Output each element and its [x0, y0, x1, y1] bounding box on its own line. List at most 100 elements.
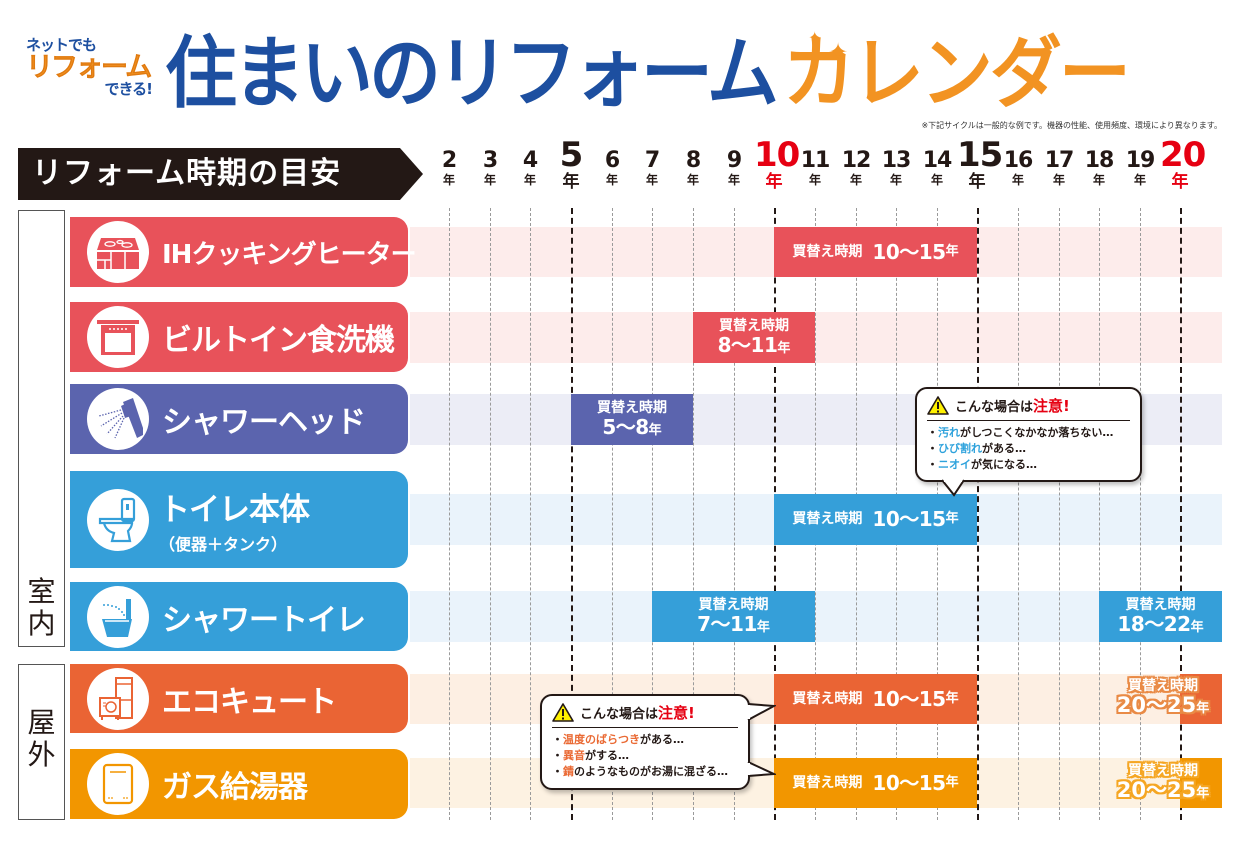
year-tick-14: 14 年	[922, 148, 953, 187]
callout-line: ・錆のようなものがお湯に混ざる…	[552, 764, 728, 778]
callout-header: こんな場合は 注意!	[927, 395, 1130, 421]
year-tick-13: 13 年	[881, 148, 912, 187]
bar-value: 5〜8年	[602, 416, 661, 439]
item-label: IHクッキングヒーター	[162, 239, 417, 270]
year-tick-16: 16 年	[1003, 148, 1034, 187]
grid-line	[1059, 208, 1060, 820]
bar-showerhead-5-8: 買替え時期 5〜8年	[571, 394, 693, 445]
bar-key: 買替え時期	[1128, 678, 1198, 694]
item-label: エコキュート	[162, 684, 337, 720]
year-tick-12: 12 年	[841, 148, 872, 187]
bar-unit: 年	[945, 511, 959, 527]
bar-range: 18〜22	[1117, 612, 1191, 637]
grid-line-major	[1180, 208, 1182, 820]
bar-dishwasher-8-11: 買替え時期 8〜11年	[693, 312, 815, 363]
axis-label-arrow	[18, 148, 423, 200]
row-band-dishwasher	[410, 312, 1222, 363]
callout-text: がする…	[585, 748, 629, 762]
shower-toilet-icon	[87, 585, 149, 648]
bar-value: 7〜11年	[697, 613, 770, 636]
bar-range: 20〜25	[1116, 693, 1197, 718]
row-band-washlet	[410, 591, 1222, 642]
page-title-main: 住まいのリフォーム	[165, 27, 779, 119]
shower-head-icon	[87, 388, 149, 450]
bar-unit: 年	[1196, 701, 1210, 717]
bar-key: 買替え時期	[792, 774, 863, 791]
bar-value: 18〜22年	[1117, 613, 1203, 636]
bar-unit: 年	[945, 774, 959, 790]
grid-line	[1140, 208, 1141, 820]
callout-title: こんな場合は	[955, 400, 1034, 415]
grid-line	[734, 208, 735, 820]
grid-line	[693, 208, 694, 820]
callout-water-heater-warning: こんな場合は 注意! ・温度のばらつきがある… ・異音がする… ・錆のようなものが…	[540, 694, 750, 790]
ih-cooktop-icon	[87, 221, 149, 283]
callout-text: が気になる…	[971, 457, 1037, 471]
bar-unit: 年	[756, 620, 770, 636]
callout-title-emphasis: 注意!	[658, 704, 695, 722]
item-gas-water-heater: ガス給湯器	[70, 749, 408, 819]
item-eco-cute: エコキュート	[70, 664, 408, 733]
bar-range: 10〜15	[872, 770, 946, 795]
bar-gas-20-25	[1180, 758, 1222, 808]
callout-highlight: 錆	[563, 764, 574, 778]
bar-key: 買替え時期	[792, 690, 863, 707]
callout-text: のようなものがお湯に混ざる…	[574, 764, 728, 778]
grid-line	[612, 208, 613, 820]
bar-unit: 年	[1196, 786, 1210, 802]
bar-range: 5〜8	[602, 415, 649, 440]
category-char: 室	[27, 574, 56, 608]
bar-shower-toilet-18-22: 買替え時期 18〜22年	[1099, 591, 1222, 642]
bar-range: 8〜11	[717, 333, 778, 358]
item-ih-cooking-heater: IHクッキングヒーター	[70, 217, 417, 287]
bar-key: 買替え時期	[1128, 763, 1198, 779]
callout-bathroom-warning: こんな場合は 注意! ・汚れがしつこくなかなか落ちない… ・ひび割れがある… ・ニ…	[915, 387, 1142, 482]
bar-range: 10〜15	[872, 239, 946, 264]
callout-highlight: 温度のばらつき	[563, 733, 640, 746]
bar-eco-cute-20-25-label: 買替え時期 20〜25年	[1108, 678, 1218, 718]
callout-text: がある…	[982, 441, 1026, 455]
bar-key: 買替え時期	[698, 596, 769, 613]
bar-unit: 年	[648, 423, 662, 439]
grid-line	[1099, 208, 1100, 820]
sparkle-icon: ✦	[828, 38, 849, 66]
category-indoor: 室 内	[18, 210, 65, 647]
category-outdoor: 屋 外	[18, 664, 65, 820]
callout-line: ・ニオイが気になる…	[927, 457, 1037, 471]
warning-icon	[927, 396, 949, 415]
callout-tail	[942, 479, 965, 497]
grid-line	[490, 208, 491, 820]
brand-line-1: ネットでも	[26, 36, 97, 54]
year-tick-18: 18 年	[1084, 148, 1115, 187]
warning-icon	[552, 703, 574, 722]
bar-key: 買替え時期	[719, 317, 789, 334]
sparkle-icon: ✦	[808, 28, 822, 47]
callout-line: ・ひび割れがある…	[927, 441, 1026, 455]
callout-highlight: 汚れ	[938, 426, 960, 439]
grid-line-major	[571, 208, 573, 820]
bar-range: 20〜25	[1116, 778, 1197, 803]
item-label: シャワーヘッド	[162, 405, 366, 440]
item-built-in-dishwasher: ビルトイン食洗機	[70, 302, 408, 372]
callout-highlight: 異音	[563, 748, 585, 762]
category-char: 外	[27, 738, 56, 771]
category-char: 屋	[27, 705, 56, 739]
item-label: ビルトイン食洗機	[162, 323, 395, 358]
dishwasher-icon	[87, 306, 149, 368]
bar-range: 7〜11	[697, 612, 757, 637]
item-label: トイレ本体	[159, 492, 310, 528]
grid-line	[449, 208, 450, 820]
item-label: シャワートイレ	[162, 602, 366, 638]
bar-gas-10-15: 買替え時期 10〜15 年	[774, 758, 977, 808]
bar-key: 買替え時期	[792, 243, 863, 260]
callout-tails	[746, 703, 776, 777]
bar-key: 買替え時期	[1125, 596, 1196, 613]
item-shower-toilet: シャワートイレ	[70, 582, 408, 651]
toilet-icon	[87, 488, 149, 551]
axis-label-text: リフォーム時期の目安	[32, 156, 342, 191]
